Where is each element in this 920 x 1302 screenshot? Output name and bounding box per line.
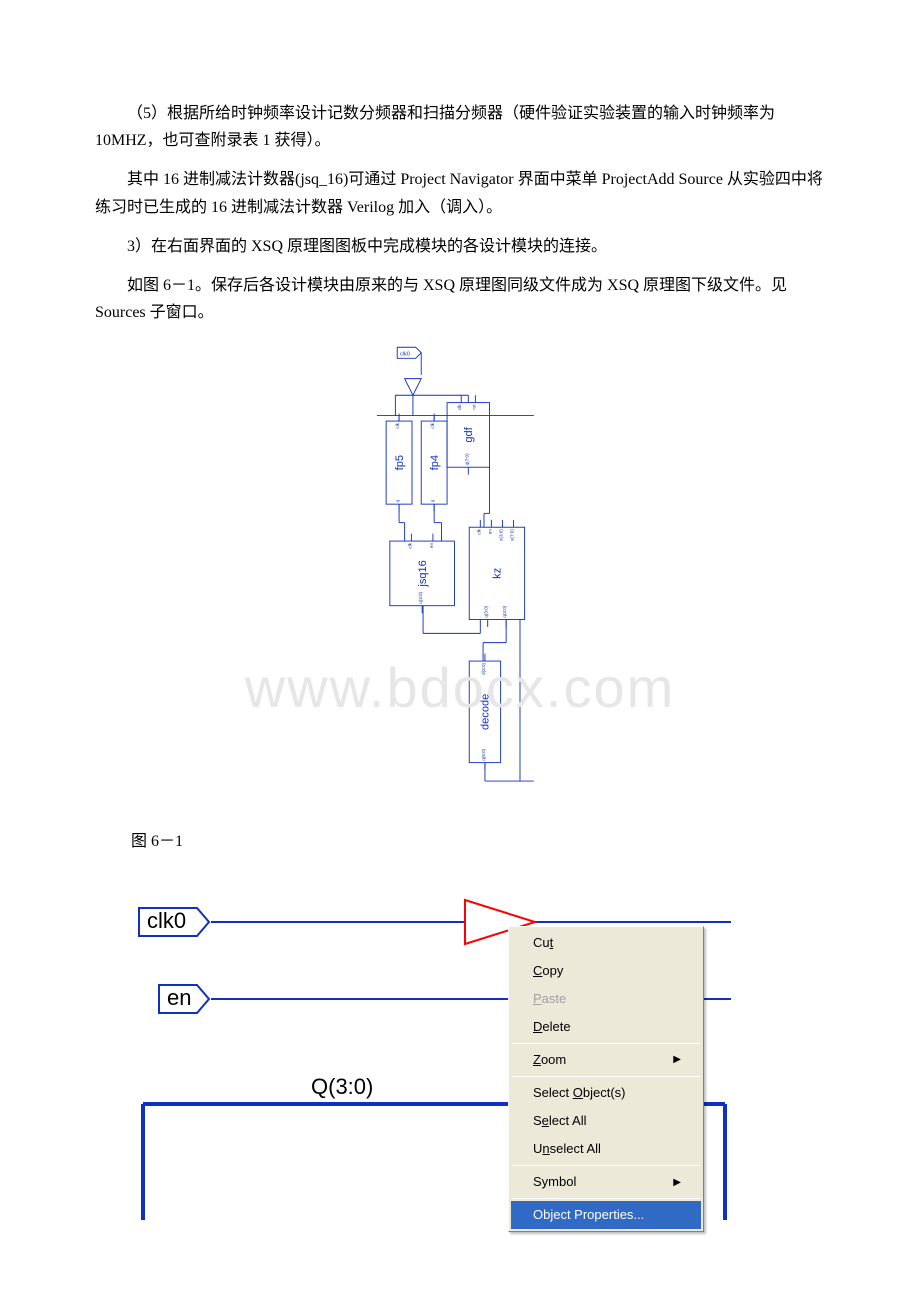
svg-text:decode: decode: [480, 694, 492, 730]
schematic-1-wrap: clk0 fp5 clk q fp4 clk q jsq16 clk en q(3:0) kz clk e…: [95, 338, 825, 818]
menu-item-symbol[interactable]: Symbol▶: [511, 1168, 701, 1196]
svg-text:en: en: [487, 529, 492, 535]
submenu-arrow-icon: ▶: [673, 1051, 681, 1068]
svg-text:clk0: clk0: [147, 908, 186, 933]
schematic-1: clk0 fp5 clk q fp4 clk q jsq16 clk en q(3:0) kz clk e…: [295, 338, 625, 818]
svg-text:q(3:0): q(3:0): [484, 605, 489, 618]
menu-item-zoom[interactable]: Zoom▶: [511, 1046, 701, 1074]
menu-separator: [512, 1043, 700, 1044]
menu-item-object-properties[interactable]: Object Properties...: [511, 1201, 701, 1229]
svg-text:clk: clk: [457, 404, 462, 410]
svg-text:fp5: fp5: [394, 455, 406, 470]
menu-separator: [512, 1076, 700, 1077]
paragraph-jsq16: 其中 16 进制减法计数器(jsq_16)可通过 Project Navigat…: [95, 166, 825, 220]
figure-label-6-1: 图 6－1: [131, 828, 825, 855]
svg-text:q: q: [430, 500, 435, 503]
paragraph-5: （5）根据所给时钟频率设计记数分频器和扫描分频器（硬件验证实验装置的输入时钟频率…: [95, 100, 825, 154]
schematic-2-wrap: clk0 en Q(3:0) CutCopyPasteDelete Zoom▶ Sele…: [95, 860, 825, 1240]
svg-text:x(3:0): x(3:0): [498, 529, 503, 541]
svg-text:fp4: fp4: [429, 455, 441, 470]
menu-item-paste: Paste: [511, 985, 701, 1013]
svg-text:kz: kz: [492, 568, 504, 579]
svg-text:rst: rst: [471, 404, 476, 410]
menu-separator: [512, 1165, 700, 1166]
svg-text:clk: clk: [407, 543, 412, 549]
paragraph-fig61: 如图 6－1。保存后各设计模块由原来的与 XSQ 原理图同级文件成为 XSQ 原…: [95, 272, 825, 326]
svg-text:en: en: [429, 543, 434, 549]
svg-text:d(3:0): d(3:0): [481, 663, 486, 676]
menu-item-cut[interactable]: Cut: [511, 929, 701, 957]
svg-text:x(7:0): x(7:0): [510, 529, 515, 541]
menu-separator: [512, 1198, 700, 1199]
svg-text:q(7:0): q(7:0): [464, 453, 469, 466]
context-menu[interactable]: CutCopyPasteDeleteZoom▶Select Object(s)S…: [508, 926, 704, 1233]
svg-text:clk0: clk0: [400, 352, 410, 358]
svg-text:q: q: [395, 500, 400, 503]
svg-text:q(3:0): q(3:0): [418, 592, 423, 605]
menu-item-copy[interactable]: Copy: [511, 957, 701, 985]
menu-item-delete[interactable]: Delete: [511, 1013, 701, 1041]
menu-item-unselect-all[interactable]: Unselect All: [511, 1135, 701, 1163]
svg-text:en: en: [167, 985, 191, 1010]
svg-text:clk: clk: [395, 423, 400, 429]
submenu-arrow-icon: ▶: [673, 1174, 681, 1191]
menu-item-select-object-s[interactable]: Select Object(s): [511, 1079, 701, 1107]
svg-text:Q(3:0): Q(3:0): [311, 1074, 373, 1099]
paragraph-step3: 3）在右面界面的 XSQ 原理图图板中完成模块的各设计模块的连接。: [95, 233, 825, 260]
menu-item-select-all[interactable]: Select All: [511, 1107, 701, 1135]
svg-text:gdf: gdf: [463, 427, 475, 443]
svg-text:jsq16: jsq16: [417, 560, 429, 587]
svg-text:clk: clk: [430, 423, 435, 429]
svg-text:clk: clk: [476, 529, 481, 535]
svg-text:q(6:0): q(6:0): [481, 749, 486, 762]
svg-text:q(3:0): q(3:0): [502, 605, 507, 618]
